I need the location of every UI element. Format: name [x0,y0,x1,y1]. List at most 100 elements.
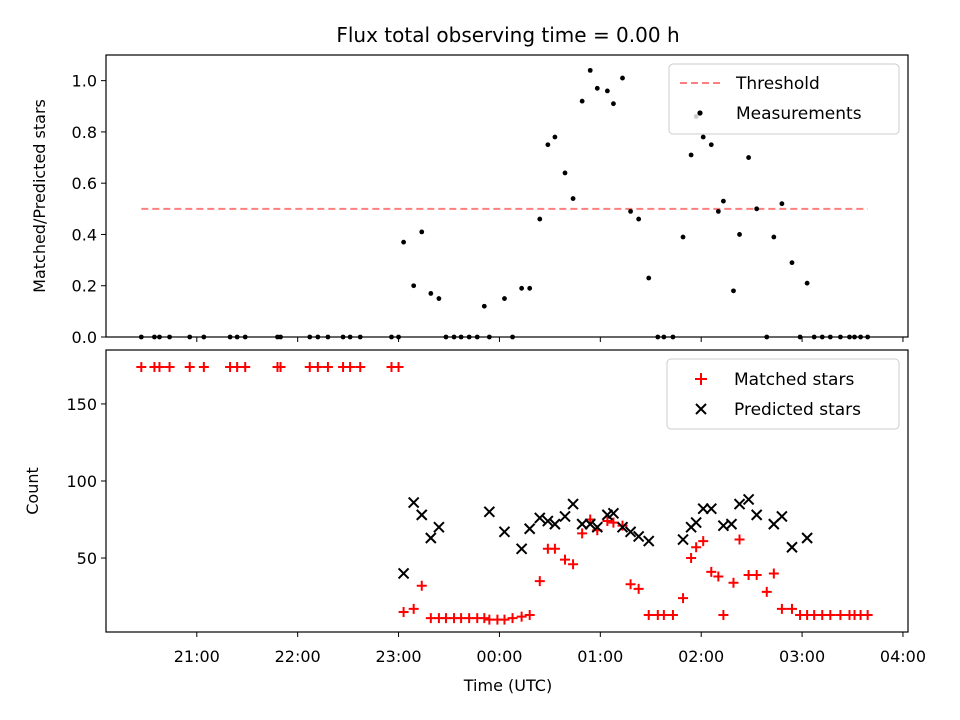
matched-star-point [524,610,535,621]
matched-star-point [608,517,619,528]
legend-predicted-label: Predicted stars [734,400,861,420]
predicted-star-point [534,512,546,524]
y-tick-label: 0.2 [72,277,97,296]
matched-star-point [658,610,669,621]
measurement-point [604,88,610,94]
predicted-star-point [690,516,702,529]
ratio-legend-box [668,63,900,135]
counts-panel-frame [105,349,909,633]
measurement-point [562,170,568,176]
matched-star-point [786,603,797,614]
matched-star-point [479,613,490,624]
matched-star-point [568,559,579,570]
matched-star-point [625,579,636,590]
matched-star-point [393,361,404,372]
counts-panel: 50 100 150 21:00 22:00 23:00 00:00 01:00 02:00 0… [23,349,926,666]
predicted-star-point [733,498,746,510]
matched-star-point [198,361,209,372]
measurement-point [594,85,600,91]
matched-star-point [825,610,836,621]
matched-star-point [240,361,251,372]
measurement-point [789,260,795,266]
matched-star-point [408,603,419,614]
y-tick-label: 0.0 [72,328,97,347]
counts-legend-box [666,358,900,430]
ratio-x-axis [196,337,904,342]
matched-star-point [416,580,427,591]
counts-legend: Matched stars Predicted stars [666,358,900,430]
x-tick-label: 22:00 [275,647,321,666]
measurement-point [620,75,625,81]
matched-star-point [643,610,654,621]
measurement-point [519,285,525,291]
predicted-star-point [624,526,637,538]
predicted-star-point [433,521,445,533]
measurement-point [754,206,760,212]
matched-star-point [154,361,165,372]
matched-star-point [761,586,772,597]
measurement-point [715,208,721,214]
matched-star-point [667,610,678,621]
ratio-y-axis: 0.0 0.2 0.4 0.6 0.8 1.0 [72,72,106,347]
predicted-star-point [584,518,596,530]
matched-star-point [706,566,717,577]
predicted-star-point [750,509,763,521]
predicted-star-point [616,521,629,533]
x-axis-label: Time (UTC) [463,676,552,695]
ratio-panel: 0.0 0.2 0.4 0.6 0.8 1.0 Matched/Predicted sta… [30,54,909,347]
matched-star-point [516,611,527,622]
matched-star-point [734,534,745,545]
legend-measurements-swatch [697,110,703,116]
predicted-star-point [677,533,689,546]
x-tick-label: 01:00 [577,647,623,666]
matched-star-point [355,361,366,372]
measurement-point [552,134,558,140]
measurement-point [428,291,434,296]
predicted-star-point [643,535,655,547]
matched-star-point [345,361,356,372]
measurement-point [579,98,585,104]
matched-star-point [534,576,545,587]
matched-star-point [602,516,613,527]
legend-matched-swatch [695,373,707,385]
predicted-star-point [786,541,798,553]
predicted-star-point [607,507,620,520]
predicted-star-point [559,510,571,523]
predicted-star-point [591,521,603,533]
ratio-y-axis-label: Matched/Predicted stars [30,99,49,293]
measurement-point [708,142,714,148]
y-tick-label: 0.6 [72,174,97,193]
ratio-legend: Threshold Measurements [668,63,900,135]
measurement-point [636,216,642,222]
matched-star-point [698,536,709,547]
measurement-point [688,152,694,158]
matched-star-point [691,542,702,553]
predicted-star-point [542,515,554,527]
x-tick-label: 02:00 [678,647,724,666]
predicted-star-point [776,510,788,523]
ratio-panel-frame [105,54,909,338]
predicted-star-point [515,543,528,555]
matched-star-point [184,361,195,372]
matched-star-point [633,583,644,594]
matched-star-point [862,610,873,621]
measurement-point [545,142,551,148]
measurement-point [646,275,652,281]
counts-y-axis-label: Count [23,467,42,515]
matched-star-point [275,361,286,372]
measurement-point [419,229,425,235]
x-tick-label: 23:00 [375,647,421,666]
measurement-point [628,208,633,214]
matched-star-point [312,361,323,372]
matched-star-point [713,571,724,582]
predicted-star-point [705,503,717,515]
matched-star-point [322,361,333,372]
predicted-star-point [483,506,496,518]
y-tick-label: 0.4 [72,225,97,244]
chart-title: Flux total observing time = 0.00 h [336,23,679,47]
x-tick-label: 21:00 [174,647,220,666]
matched-star-point [835,610,846,621]
matched-star-point [718,610,729,621]
predicted-star-point [725,518,738,530]
predicted-star-point [397,567,410,580]
